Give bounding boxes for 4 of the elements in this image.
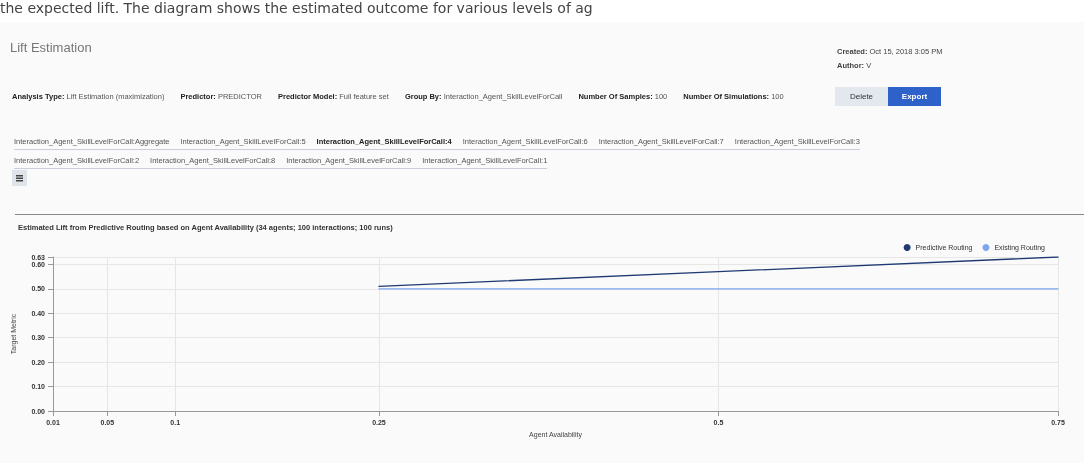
text: the expected lift. The diagram shows the estimated outcome for various levels of ag <box>0 0 1084 22</box>
text: Export <box>888 87 941 106</box>
text: Delete <box>835 87 888 106</box>
text: Lift Estimation <box>10 40 92 55</box>
